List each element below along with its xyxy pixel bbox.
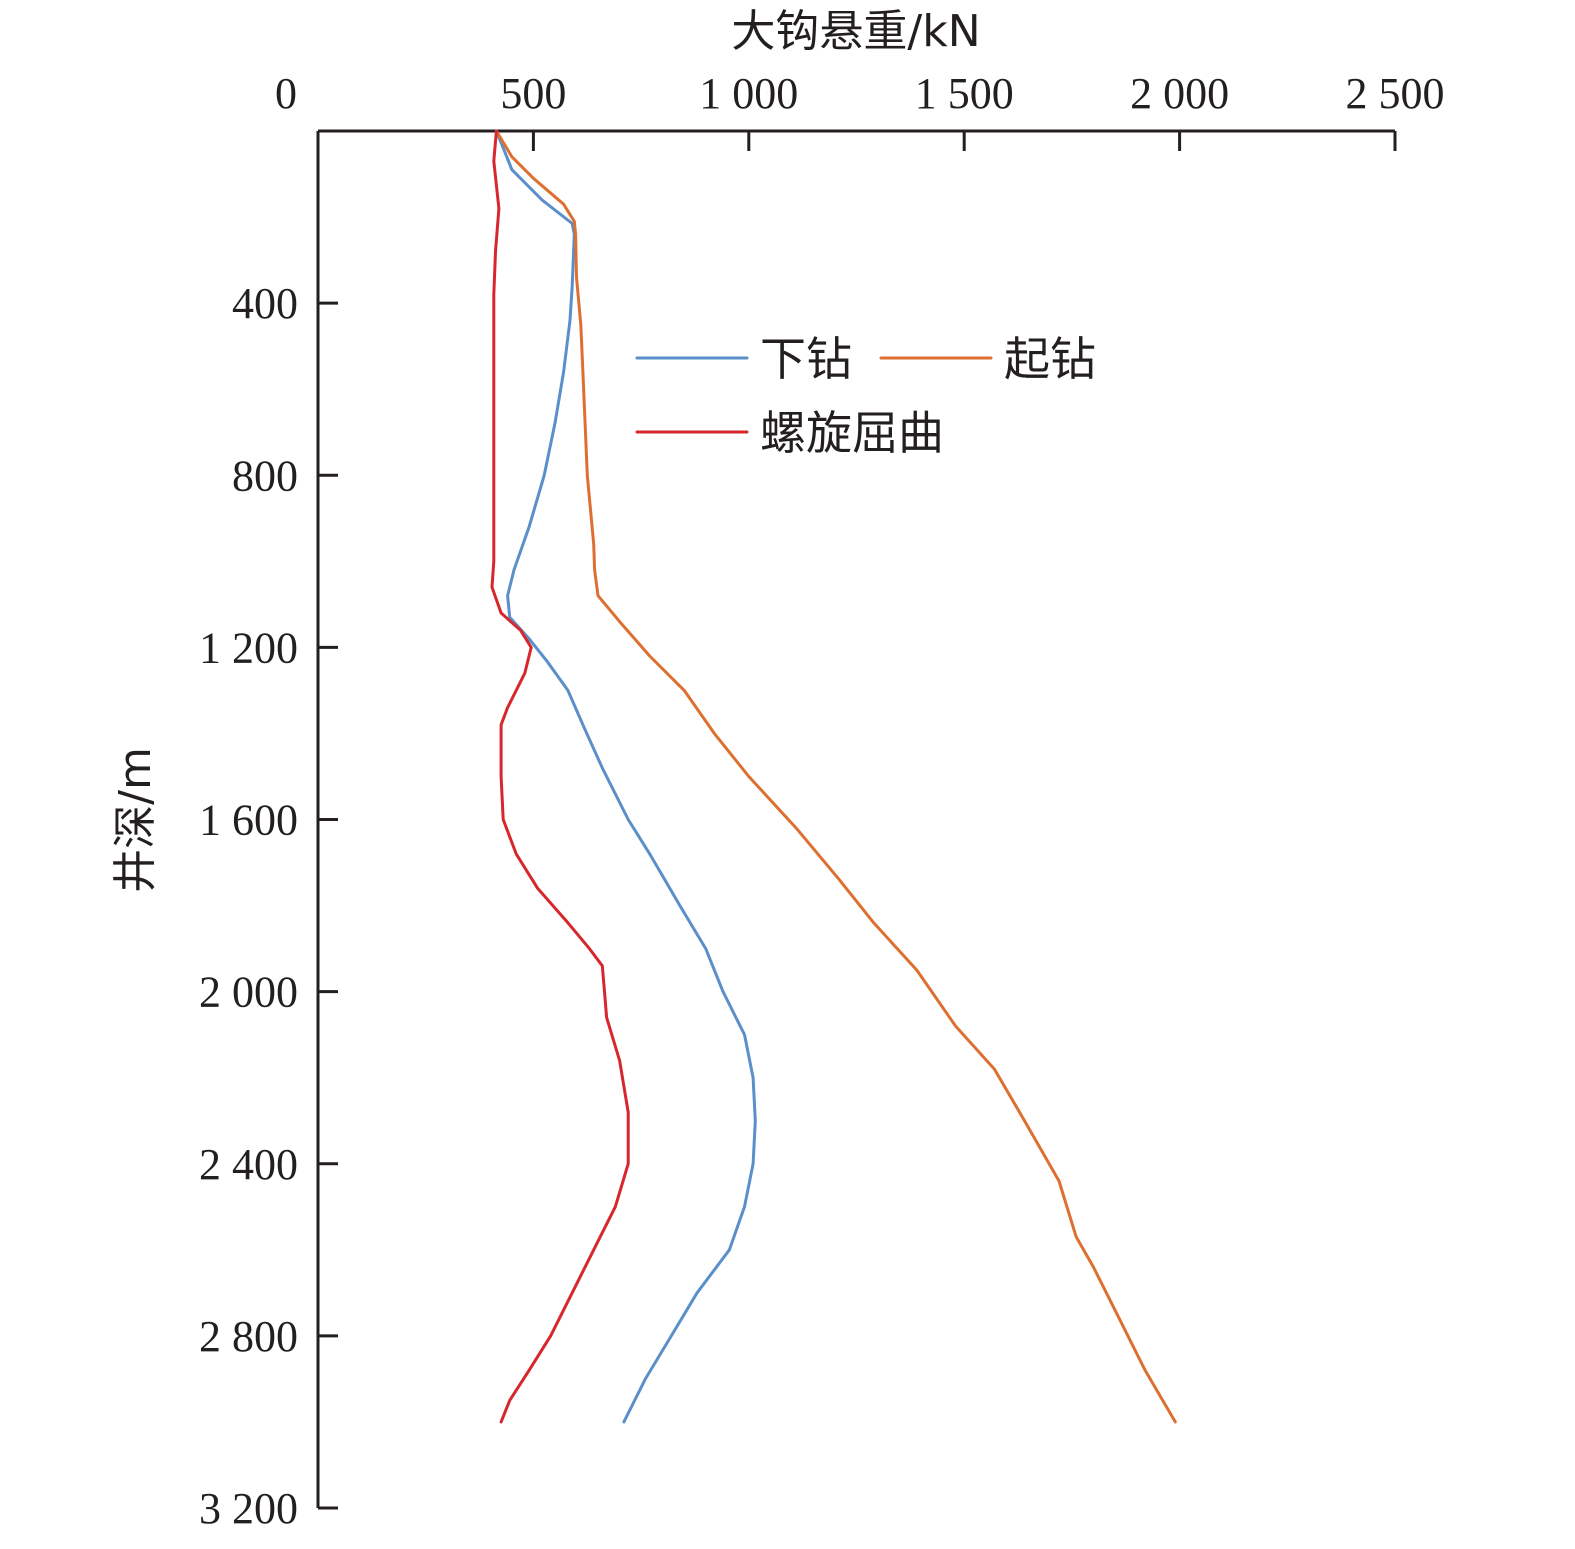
legend: 下钻 起钻 螺旋屈曲 <box>635 332 1096 460</box>
series-layer <box>490 129 1177 1424</box>
y-tick-label: 2 400 <box>199 1140 298 1189</box>
legend-label-descend: 下钻 <box>760 332 852 386</box>
y-tick-label: 800 <box>232 451 298 500</box>
x-tick-label: 1 500 <box>915 69 1014 118</box>
y-tick-label: 3 200 <box>199 1484 298 1533</box>
x-tick-label: 2 500 <box>1346 69 1445 118</box>
x-tick-label: 0 <box>275 69 297 118</box>
axes: 0 500 1 000 1 500 2 000 2 500 400 800 1 200 1 600… <box>199 69 1445 1533</box>
x-tick-label: 500 <box>500 69 566 118</box>
y-axis-title: 井深/m <box>110 747 161 893</box>
y-tick-label: 1 600 <box>199 796 298 845</box>
legend-label-helical-buckling: 螺旋屈曲 <box>760 406 944 460</box>
y-tick-label: 2 800 <box>199 1312 298 1361</box>
x-axis-title: 大钩悬重/kN <box>731 6 980 57</box>
ascend-series-line <box>494 129 1177 1424</box>
helical-buckling-series-line <box>490 129 630 1424</box>
descend-series-line <box>494 129 757 1424</box>
x-tick-label: 2 000 <box>1130 69 1229 118</box>
y-tick-label: 1 200 <box>199 623 298 672</box>
legend-label-ascend: 起钻 <box>1004 332 1096 386</box>
y-tick-label: 400 <box>232 279 298 328</box>
x-tick-label: 1 000 <box>699 69 798 118</box>
y-tick-label: 2 000 <box>199 968 298 1017</box>
